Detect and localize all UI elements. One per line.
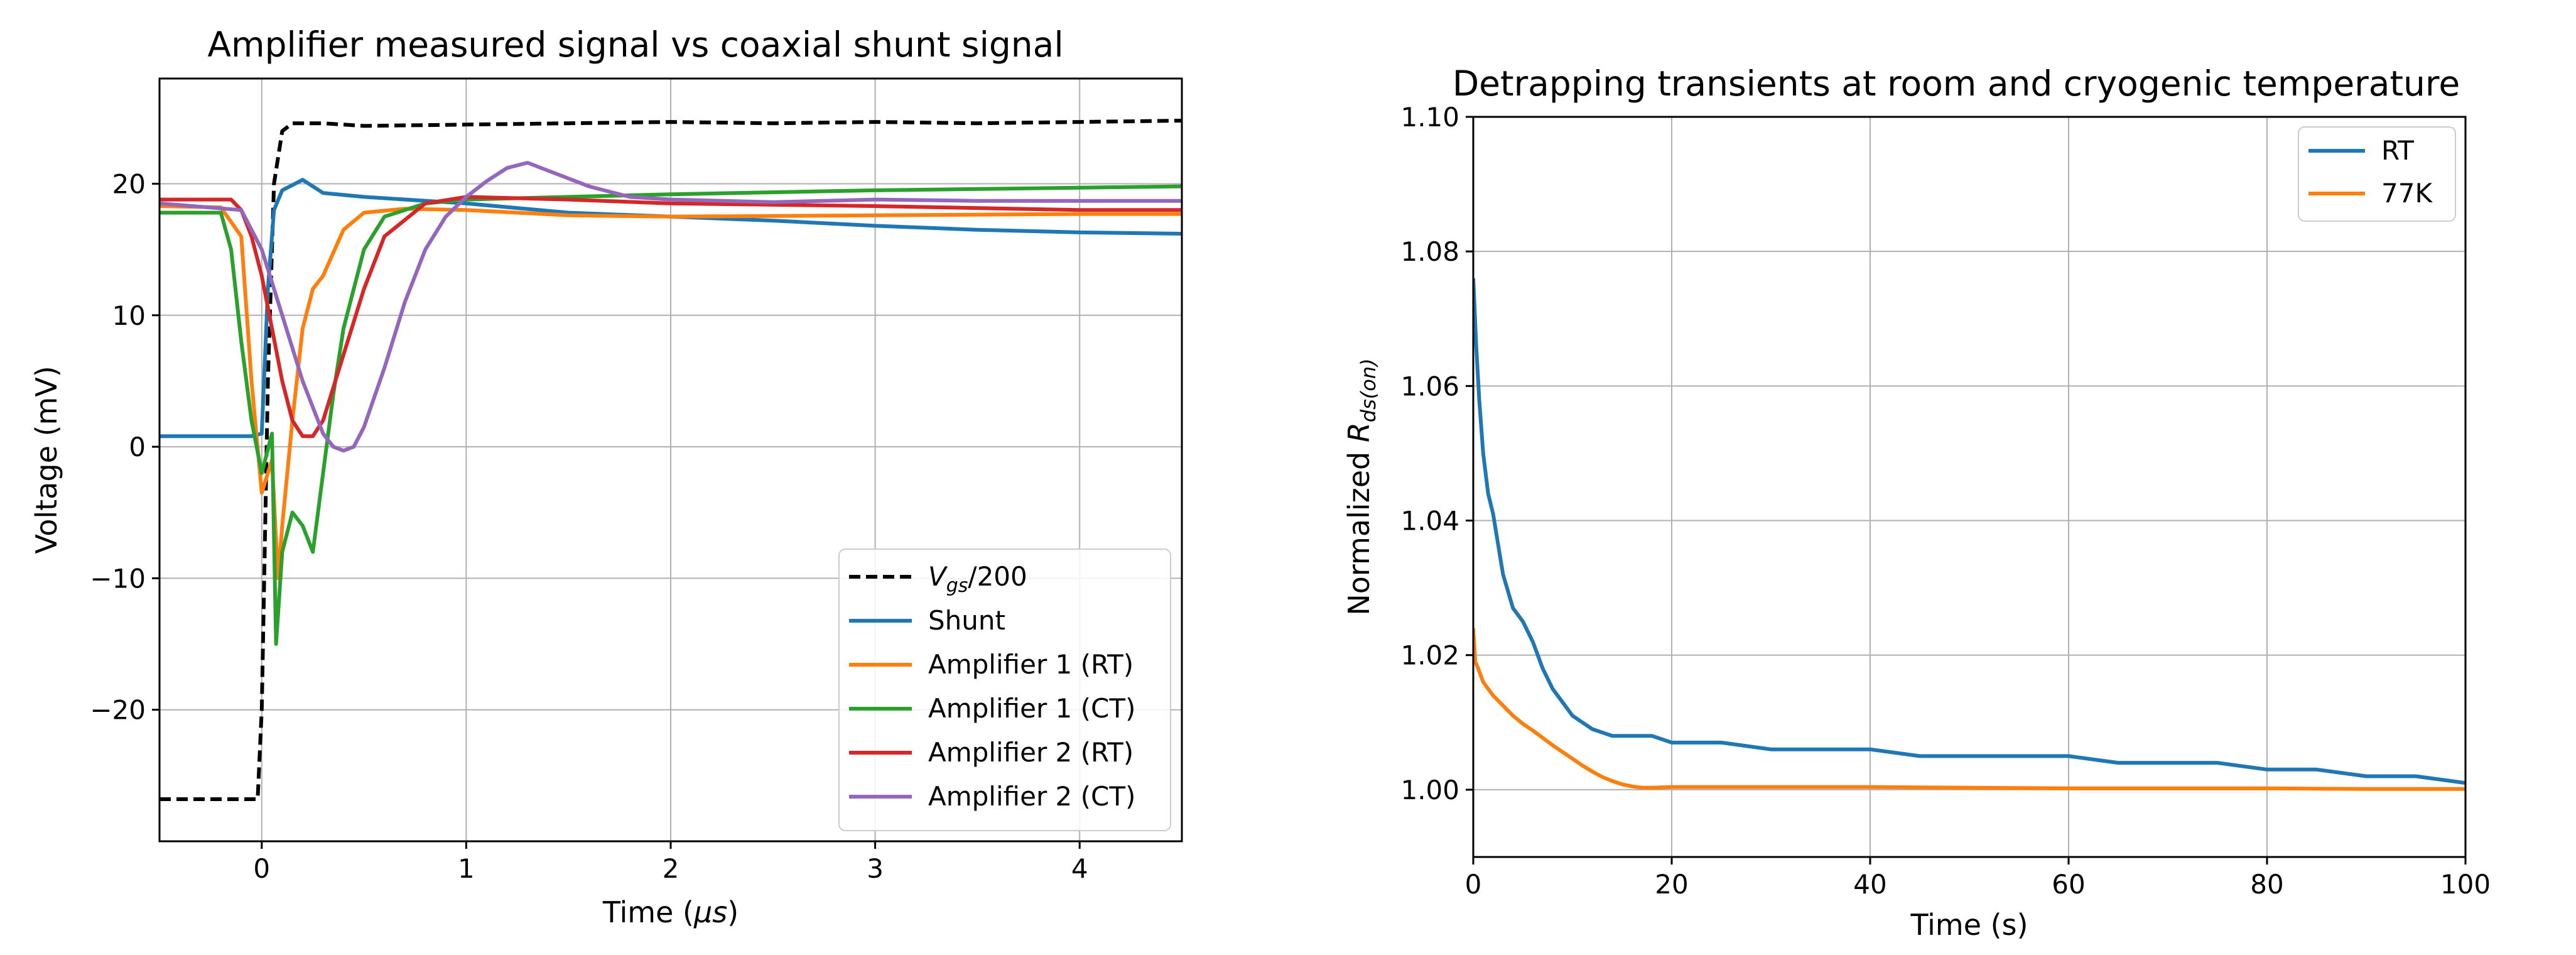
- right-ylabel-main: R: [1342, 422, 1376, 442]
- series-line: [160, 119, 1182, 801]
- right-chart-legend: RT 77K: [2298, 126, 2456, 222]
- left-chart-title: Amplifier measured signal vs coaxial shu…: [207, 25, 1063, 65]
- left-xlabel-start: Time (: [602, 895, 694, 929]
- left-chart: Amplifier measured signal vs coaxial shu…: [30, 25, 1183, 929]
- y-tick-label: −20: [90, 695, 146, 726]
- y-tick-label: 0: [129, 432, 146, 462]
- x-tick-label: 80: [2250, 869, 2283, 900]
- legend-label-main: V: [928, 561, 948, 592]
- right-chart-ticks: 0 20 40 60 80 100 1.00 1.02 1.04 1.06 1.08 1.10: [1400, 102, 2491, 900]
- y-tick-label: 1.06: [1400, 371, 1459, 401]
- series-line: [160, 161, 1182, 453]
- x-tick-label: 0: [1465, 869, 1482, 900]
- y-tick-label: −10: [90, 563, 146, 594]
- series-line: [160, 195, 1182, 439]
- x-tick-label: 100: [2440, 869, 2491, 900]
- y-tick-label: 20: [112, 168, 146, 199]
- legend-label: 77K: [2381, 178, 2433, 209]
- left-legend-box: [838, 548, 1171, 831]
- legend-label-sub: gs: [946, 575, 968, 597]
- right-chart-title: Detrapping transients at room and cryoge…: [1453, 63, 2460, 104]
- right-chart-xlabel: Time (s): [1910, 908, 2028, 942]
- legend-label: Amplifier 2 (CT): [928, 781, 1135, 812]
- left-chart-ticks: 0 1 2 3 4 −20 −10 0 10 20: [90, 168, 1088, 884]
- series-line: [160, 178, 1182, 439]
- right-chart: Detrapping transients at room and cryoge…: [1342, 63, 2491, 942]
- series-line: [1473, 278, 2465, 785]
- y-tick-label: 1.08: [1400, 236, 1459, 267]
- left-chart-series: [160, 119, 1182, 801]
- left-chart-ylabel: Voltage (mV): [30, 366, 63, 554]
- right-ylabel-sub: ds(on): [1356, 358, 1380, 422]
- right-chart-series: [1473, 278, 2465, 791]
- y-tick-label: 1.04: [1400, 506, 1459, 537]
- series-line: [160, 184, 1182, 646]
- right-chart-ylabel: Normalized Rds(on): [1342, 358, 1380, 615]
- right-chart-frame: [1472, 116, 2467, 858]
- left-xlabel-end: ): [727, 895, 739, 929]
- y-tick-label: 10: [112, 300, 146, 331]
- x-tick-label: 20: [1655, 869, 1688, 900]
- x-tick-label: 2: [663, 853, 679, 884]
- y-tick-label: 1.02: [1400, 640, 1459, 671]
- x-tick-label: 1: [458, 853, 475, 884]
- legend-label: Amplifier 2 (RT): [928, 737, 1134, 768]
- right-chart-grid: [1473, 116, 2466, 857]
- left-xlabel-symbol: μs: [693, 895, 727, 929]
- legend-label: Shunt: [928, 605, 1005, 636]
- x-tick-label: 3: [867, 853, 884, 884]
- series-line: [1473, 628, 2465, 791]
- legend-label: Amplifier 1 (CT): [928, 693, 1135, 724]
- legend-label: Vgs/200: [928, 561, 1027, 597]
- left-chart-xlabel: Time (μs): [602, 895, 739, 929]
- legend-label: Amplifier 1 (RT): [928, 649, 1134, 680]
- x-tick-label: 0: [253, 853, 270, 884]
- x-tick-label: 4: [1071, 853, 1088, 884]
- right-ylabel-prefix: Normalized: [1342, 442, 1376, 615]
- left-chart-grid: [160, 79, 1182, 841]
- legend-label-rest: /200: [968, 561, 1027, 592]
- series-line: [160, 204, 1182, 581]
- y-tick-label: 1.10: [1400, 102, 1459, 133]
- y-tick-label: 1.00: [1400, 775, 1459, 805]
- x-tick-label: 60: [2052, 869, 2085, 900]
- x-tick-label: 40: [1853, 869, 1886, 900]
- left-chart-legend: Vgs/200 Shunt Amplifier 1 (RT) Amplifier 1 …: [838, 548, 1171, 831]
- legend-label: RT: [2381, 135, 2414, 166]
